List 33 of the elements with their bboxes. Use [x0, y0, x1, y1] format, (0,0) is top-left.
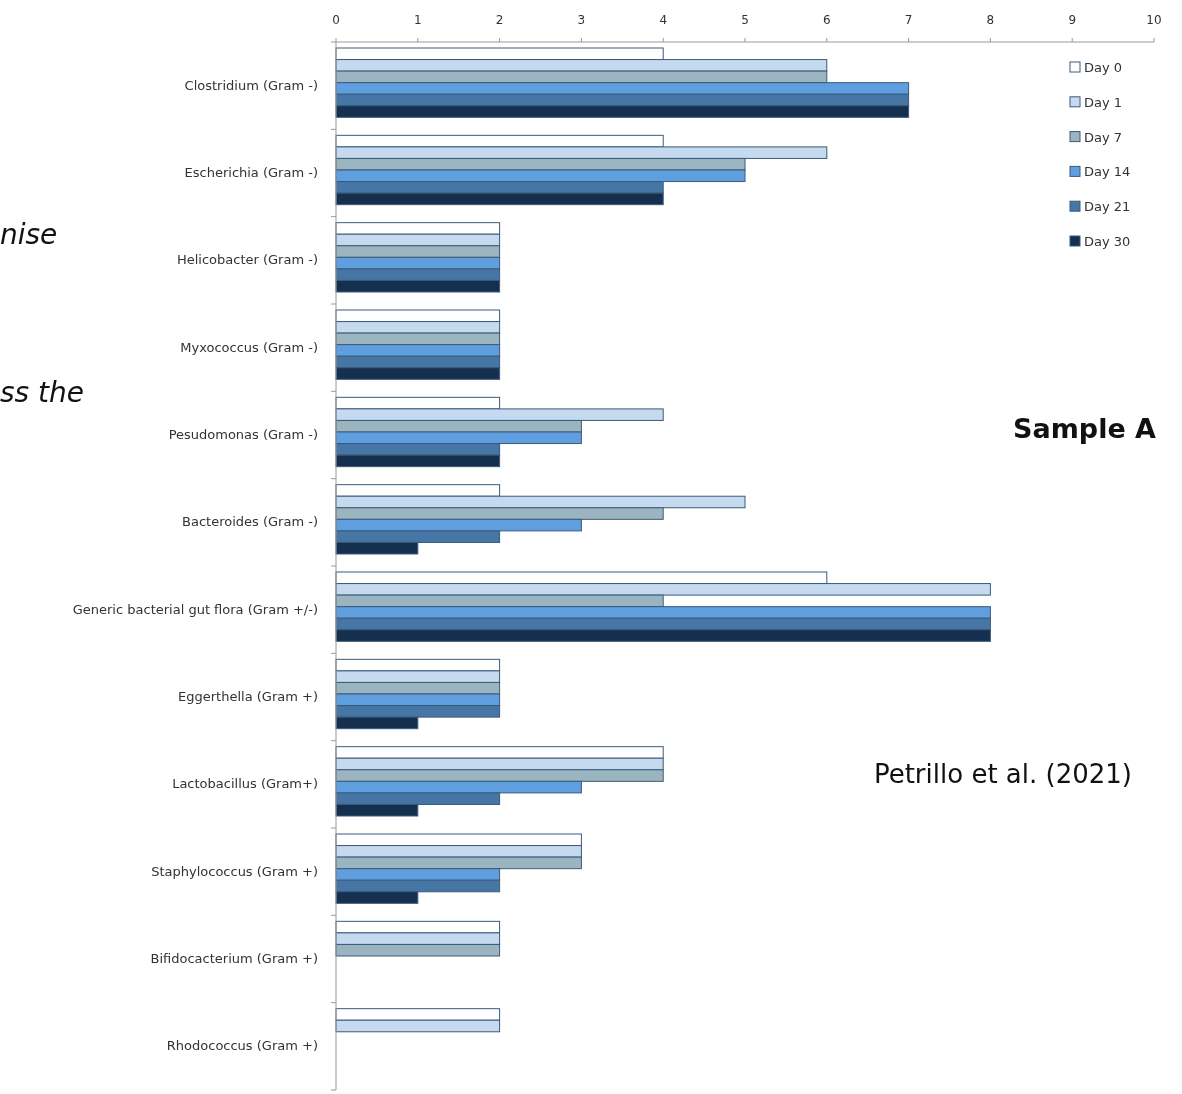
annotation: Petrillo et al. (2021)	[873, 759, 1132, 789]
legend-label: Day 7	[1084, 129, 1123, 145]
y-tick-label: Pesudomonas (Gram -)	[168, 427, 318, 442]
legend-label: Day 0	[1084, 60, 1123, 75]
y-tick-label: Bacteroides (Gram -)	[182, 514, 318, 530]
y-tick-label: Rhodococcus (Gram +)	[166, 1038, 318, 1054]
x-tick-label: 2	[495, 13, 504, 27]
y-tick-label: Clostridium (Gram -)	[184, 77, 318, 93]
legend-label: Day 14	[1084, 164, 1131, 180]
x-tick-label: 6	[822, 13, 831, 27]
x-tick-label: 10	[1146, 13, 1162, 27]
x-tick-label: 7	[904, 13, 913, 27]
text: nise	[0, 218, 58, 251]
x-tick-label: 9	[1068, 13, 1077, 27]
legend-label: Day 21	[1084, 199, 1131, 215]
x-tick-label: 0	[332, 13, 340, 27]
x-tick-label: 5	[741, 13, 749, 27]
x-tick-label: 3	[577, 13, 586, 27]
x-tick-label: 8	[986, 13, 995, 27]
legend-label: Day 30	[1084, 234, 1131, 249]
y-tick-label: Bifidocacterium (Gram +)	[150, 951, 318, 966]
y-tick-label: Eggerthella (Gram +)	[178, 689, 318, 704]
x-tick-label: 1	[413, 13, 422, 27]
text: ss the	[0, 376, 85, 409]
y-tick-label: Lactobacillus (Gram+)	[172, 776, 318, 792]
y-tick-label: Generic bacterial gut flora (Gram +/-)	[72, 601, 318, 617]
y-tick-label: Staphylococcus (Gram +)	[151, 863, 318, 879]
legend-label: Day 1	[1084, 94, 1123, 110]
x-tick-label: 4	[659, 13, 668, 27]
y-tick-label: Myxococcus (Gram -)	[180, 339, 318, 355]
annotation: Sample A	[1013, 413, 1157, 444]
y-tick-label: Escherichia (Gram -)	[184, 165, 318, 180]
y-tick-label: Helicobacter (Gram -)	[176, 252, 318, 268]
